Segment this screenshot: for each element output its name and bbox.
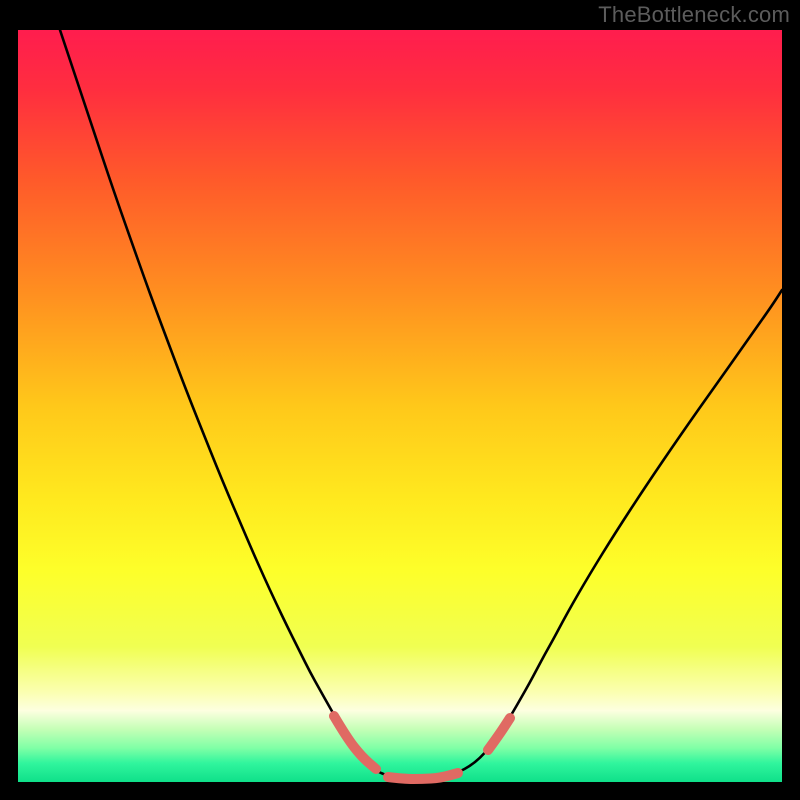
- highlight-segment-1: [388, 773, 458, 779]
- plot-background: [18, 30, 782, 782]
- watermark-text: TheBottleneck.com: [598, 2, 790, 28]
- chart-frame: TheBottleneck.com: [0, 0, 800, 800]
- chart-svg: [0, 0, 800, 800]
